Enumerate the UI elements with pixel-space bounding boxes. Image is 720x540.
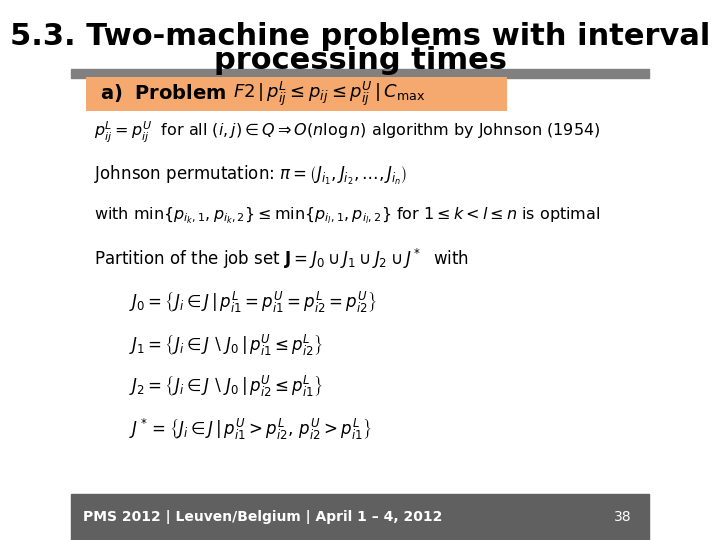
Bar xyxy=(71,69,649,78)
Text: $J_0 = \left\{J_i \in J \,|\, p_{i1}^{L} = p_{i1}^{U} = p_{i2}^{L} = p_{i2}^{U}\: $J_0 = \left\{J_i \in J \,|\, p_{i1}^{L}… xyxy=(129,290,377,315)
Text: 38: 38 xyxy=(614,510,631,524)
FancyBboxPatch shape xyxy=(86,77,508,111)
Text: Johnson permutation: $\pi = \left(J_{i_1}, J_{i_2}, \ldots, J_{i_n}\right)$: Johnson permutation: $\pi = \left(J_{i_1… xyxy=(94,164,408,187)
Text: $\mathbf{a)}$  $\mathbf{Problem}$: $\mathbf{a)}$ $\mathbf{Problem}$ xyxy=(100,83,227,104)
Text: $J_1 = \left\{J_i \in J \setminus J_0 \,|\, p_{i1}^{U} \leq p_{i2}^{L}\right\}$: $J_1 = \left\{J_i \in J \setminus J_0 \,… xyxy=(129,333,323,358)
Text: Partition of the job set $\mathbf{J} = J_0 \cup J_1 \cup J_2 \cup J^*$  with: Partition of the job set $\mathbf{J} = J… xyxy=(94,247,469,271)
Bar xyxy=(71,494,649,540)
Text: processing times: processing times xyxy=(214,46,506,75)
Text: $F2\,|\,p_{ij}^{L} \leq p_{ij} \leq p_{ij}^{U}\,|\,C_{\max}$: $F2\,|\,p_{ij}^{L} \leq p_{ij} \leq p_{i… xyxy=(233,79,425,107)
Text: with $\min\left\{p_{i_k,1}, p_{i_k,2}\right\} \leq \min\left\{p_{i_l,1}, p_{i_l,: with $\min\left\{p_{i_k,1}, p_{i_k,2}\ri… xyxy=(94,206,600,226)
Text: $J_2 = \left\{J_i \in J \setminus J_0 \,|\, p_{i2}^{U} \leq p_{i1}^{L}\right\}$: $J_2 = \left\{J_i \in J \setminus J_0 \,… xyxy=(129,374,323,399)
Text: 5.3. Two-machine problems with interval: 5.3. Two-machine problems with interval xyxy=(10,22,710,51)
Text: $J^* = \left\{J_i \in J \,|\, p_{i1}^{U} > p_{i2}^{L},\, p_{i2}^{U} > p_{i1}^{L}: $J^* = \left\{J_i \in J \,|\, p_{i1}^{U}… xyxy=(129,417,372,442)
Text: $p_{ij}^{L} = p_{ij}^{U}$  for all $(i,j) \in Q \Rightarrow O(n\log n)$ algorith: $p_{ij}^{L} = p_{ij}^{U}$ for all $(i,j)… xyxy=(94,120,600,145)
Text: PMS 2012 | Leuven/Belgium | April 1 – 4, 2012: PMS 2012 | Leuven/Belgium | April 1 – 4,… xyxy=(83,510,442,524)
